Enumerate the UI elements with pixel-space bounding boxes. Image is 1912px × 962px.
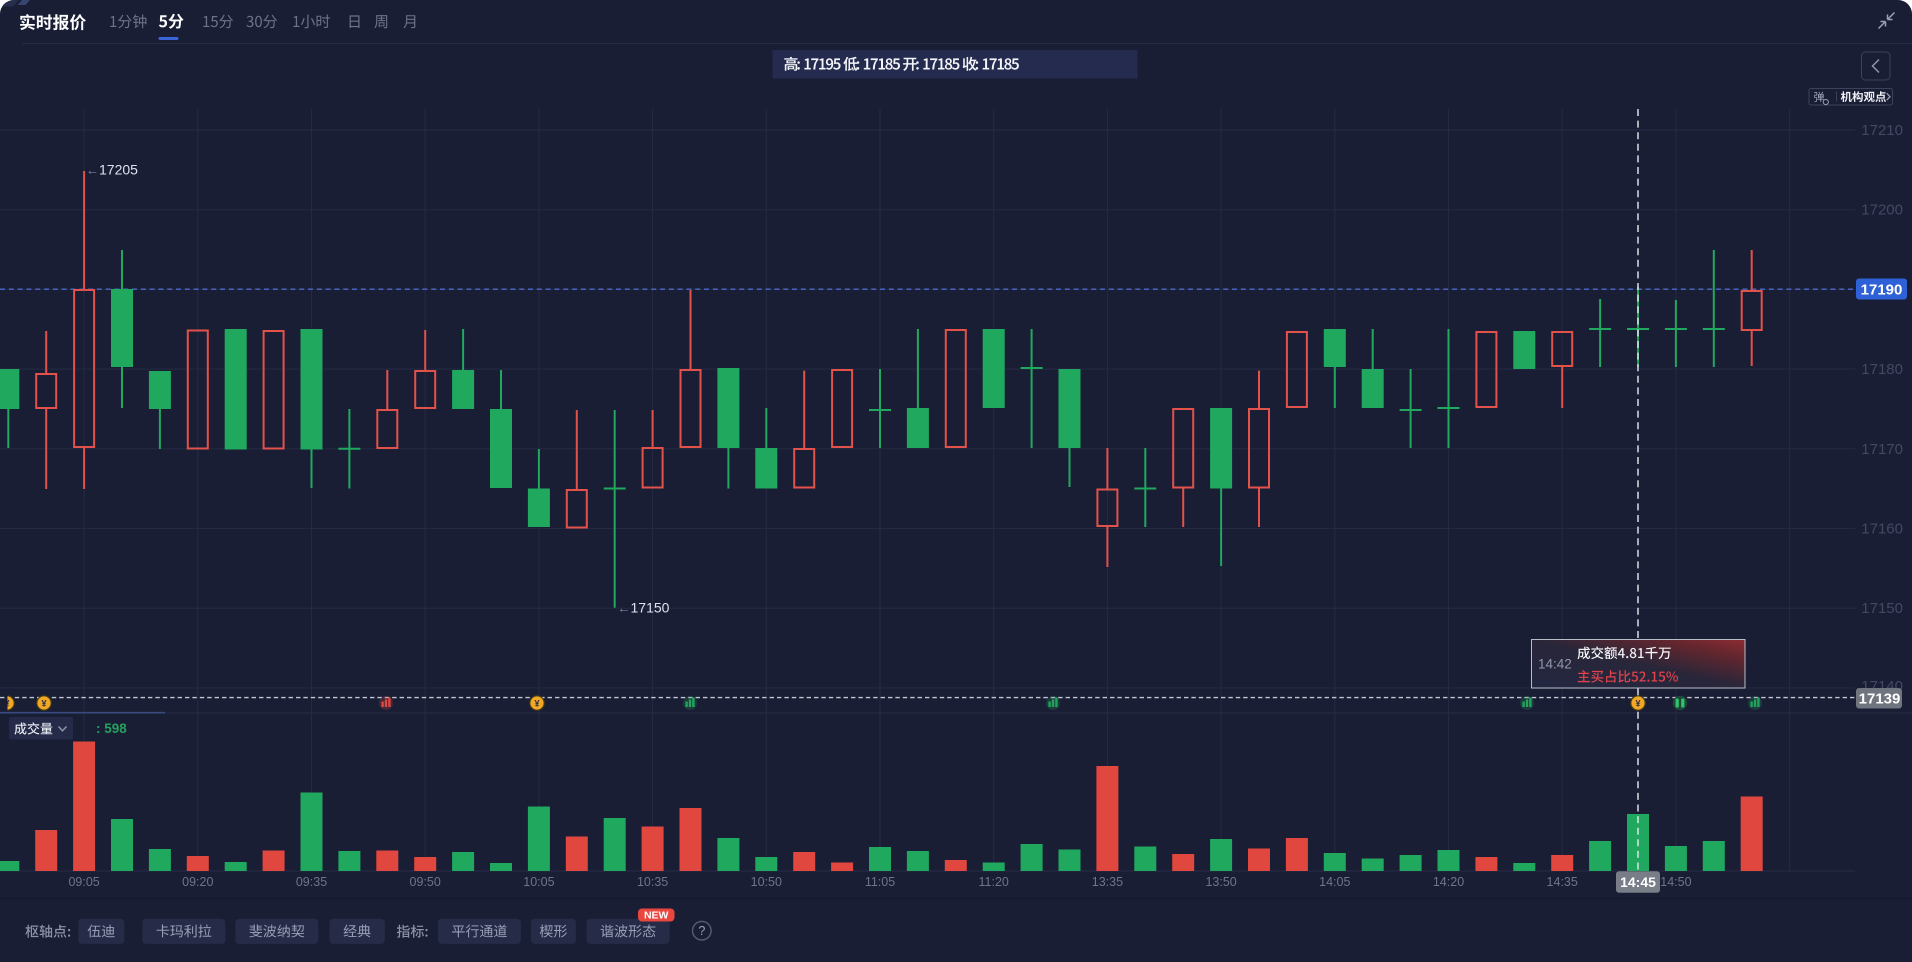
svg-text:←: ←: [618, 601, 631, 616]
svg-text:14:42: 14:42: [1538, 657, 1572, 672]
svg-text:17190: 17190: [1861, 281, 1903, 298]
svg-text:10:05: 10:05: [523, 875, 554, 889]
svg-text:17205: 17205: [99, 162, 138, 178]
svg-text:¥: ¥: [534, 699, 539, 709]
svg-text:11:20: 11:20: [979, 875, 1009, 889]
svg-text:17150: 17150: [1861, 600, 1903, 617]
svg-text:10:50: 10:50: [751, 875, 782, 889]
svg-text:¥: ¥: [41, 699, 46, 709]
svg-text:¥: ¥: [4, 699, 9, 709]
svg-text:09:50: 09:50: [410, 875, 441, 889]
svg-text:09:35: 09:35: [296, 875, 327, 889]
svg-text:09:05: 09:05: [68, 875, 99, 889]
svg-text:17180: 17180: [1861, 361, 1903, 378]
svg-text:14:05: 14:05: [1319, 875, 1350, 889]
svg-text:09:20: 09:20: [182, 875, 213, 889]
svg-text:13:35: 13:35: [1092, 875, 1123, 889]
svg-text:NEW: NEW: [644, 910, 669, 922]
svg-text:10:35: 10:35: [637, 875, 668, 889]
svg-text:¥: ¥: [1635, 699, 1640, 709]
svg-text:14:35: 14:35: [1547, 875, 1578, 889]
svg-text:17150: 17150: [631, 600, 670, 616]
svg-text:17210: 17210: [1861, 122, 1903, 139]
svg-text:17139: 17139: [1859, 691, 1901, 708]
svg-text:14:20: 14:20: [1433, 875, 1464, 889]
svg-text:?: ?: [698, 924, 705, 938]
svg-text:←: ←: [86, 163, 99, 178]
svg-text:17160: 17160: [1861, 521, 1903, 538]
svg-text:17200: 17200: [1861, 202, 1903, 219]
svg-text:13:50: 13:50: [1205, 875, 1236, 889]
svg-text:14:45: 14:45: [1620, 874, 1656, 890]
svg-text:11:05: 11:05: [865, 875, 895, 889]
svg-text:14:50: 14:50: [1660, 875, 1691, 889]
svg-text:17170: 17170: [1861, 441, 1903, 458]
svg-text:: 598: : 598: [96, 721, 127, 736]
